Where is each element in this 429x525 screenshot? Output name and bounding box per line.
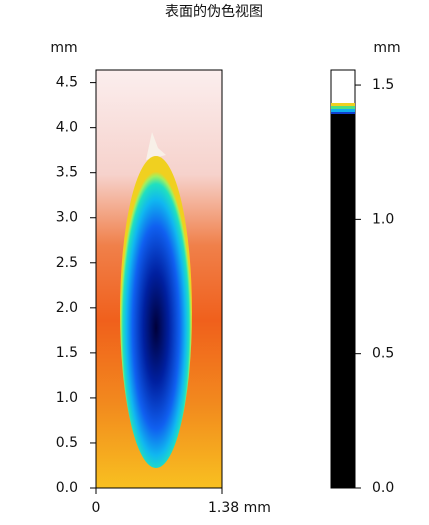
y-tick-label: 1.0 <box>56 390 78 406</box>
y-tick-label: 3.0 <box>56 210 78 226</box>
colorbar <box>330 69 356 489</box>
y-tick-label: 2.0 <box>56 300 78 316</box>
colorbar-tick-label: 1.0 <box>372 211 394 227</box>
y-tick-label: 1.5 <box>56 345 78 361</box>
y-tick-label: 3.5 <box>56 165 78 181</box>
plot-frame <box>95 69 223 489</box>
colorbar-tick-label: 0.5 <box>372 346 394 362</box>
y-tick-label: 4.0 <box>56 120 78 136</box>
y-axis-label: mm <box>50 40 77 56</box>
y-tick-label: 0.0 <box>56 480 78 496</box>
heatmap-image <box>96 70 222 488</box>
y-tick-label: 0.5 <box>56 435 78 451</box>
colorbar-label: mm <box>373 40 400 56</box>
x-tick-label: 1.38 mm <box>208 500 271 516</box>
colorbar-tick-label: 1.5 <box>372 77 394 93</box>
chart-title: 表面的伪色视图 <box>165 3 263 20</box>
colorbar-tick-label: 0.0 <box>372 480 394 496</box>
y-tick-label: 2.5 <box>56 255 78 271</box>
y-tick-label: 4.5 <box>56 75 78 91</box>
x-tick-label: 0 <box>92 500 101 516</box>
